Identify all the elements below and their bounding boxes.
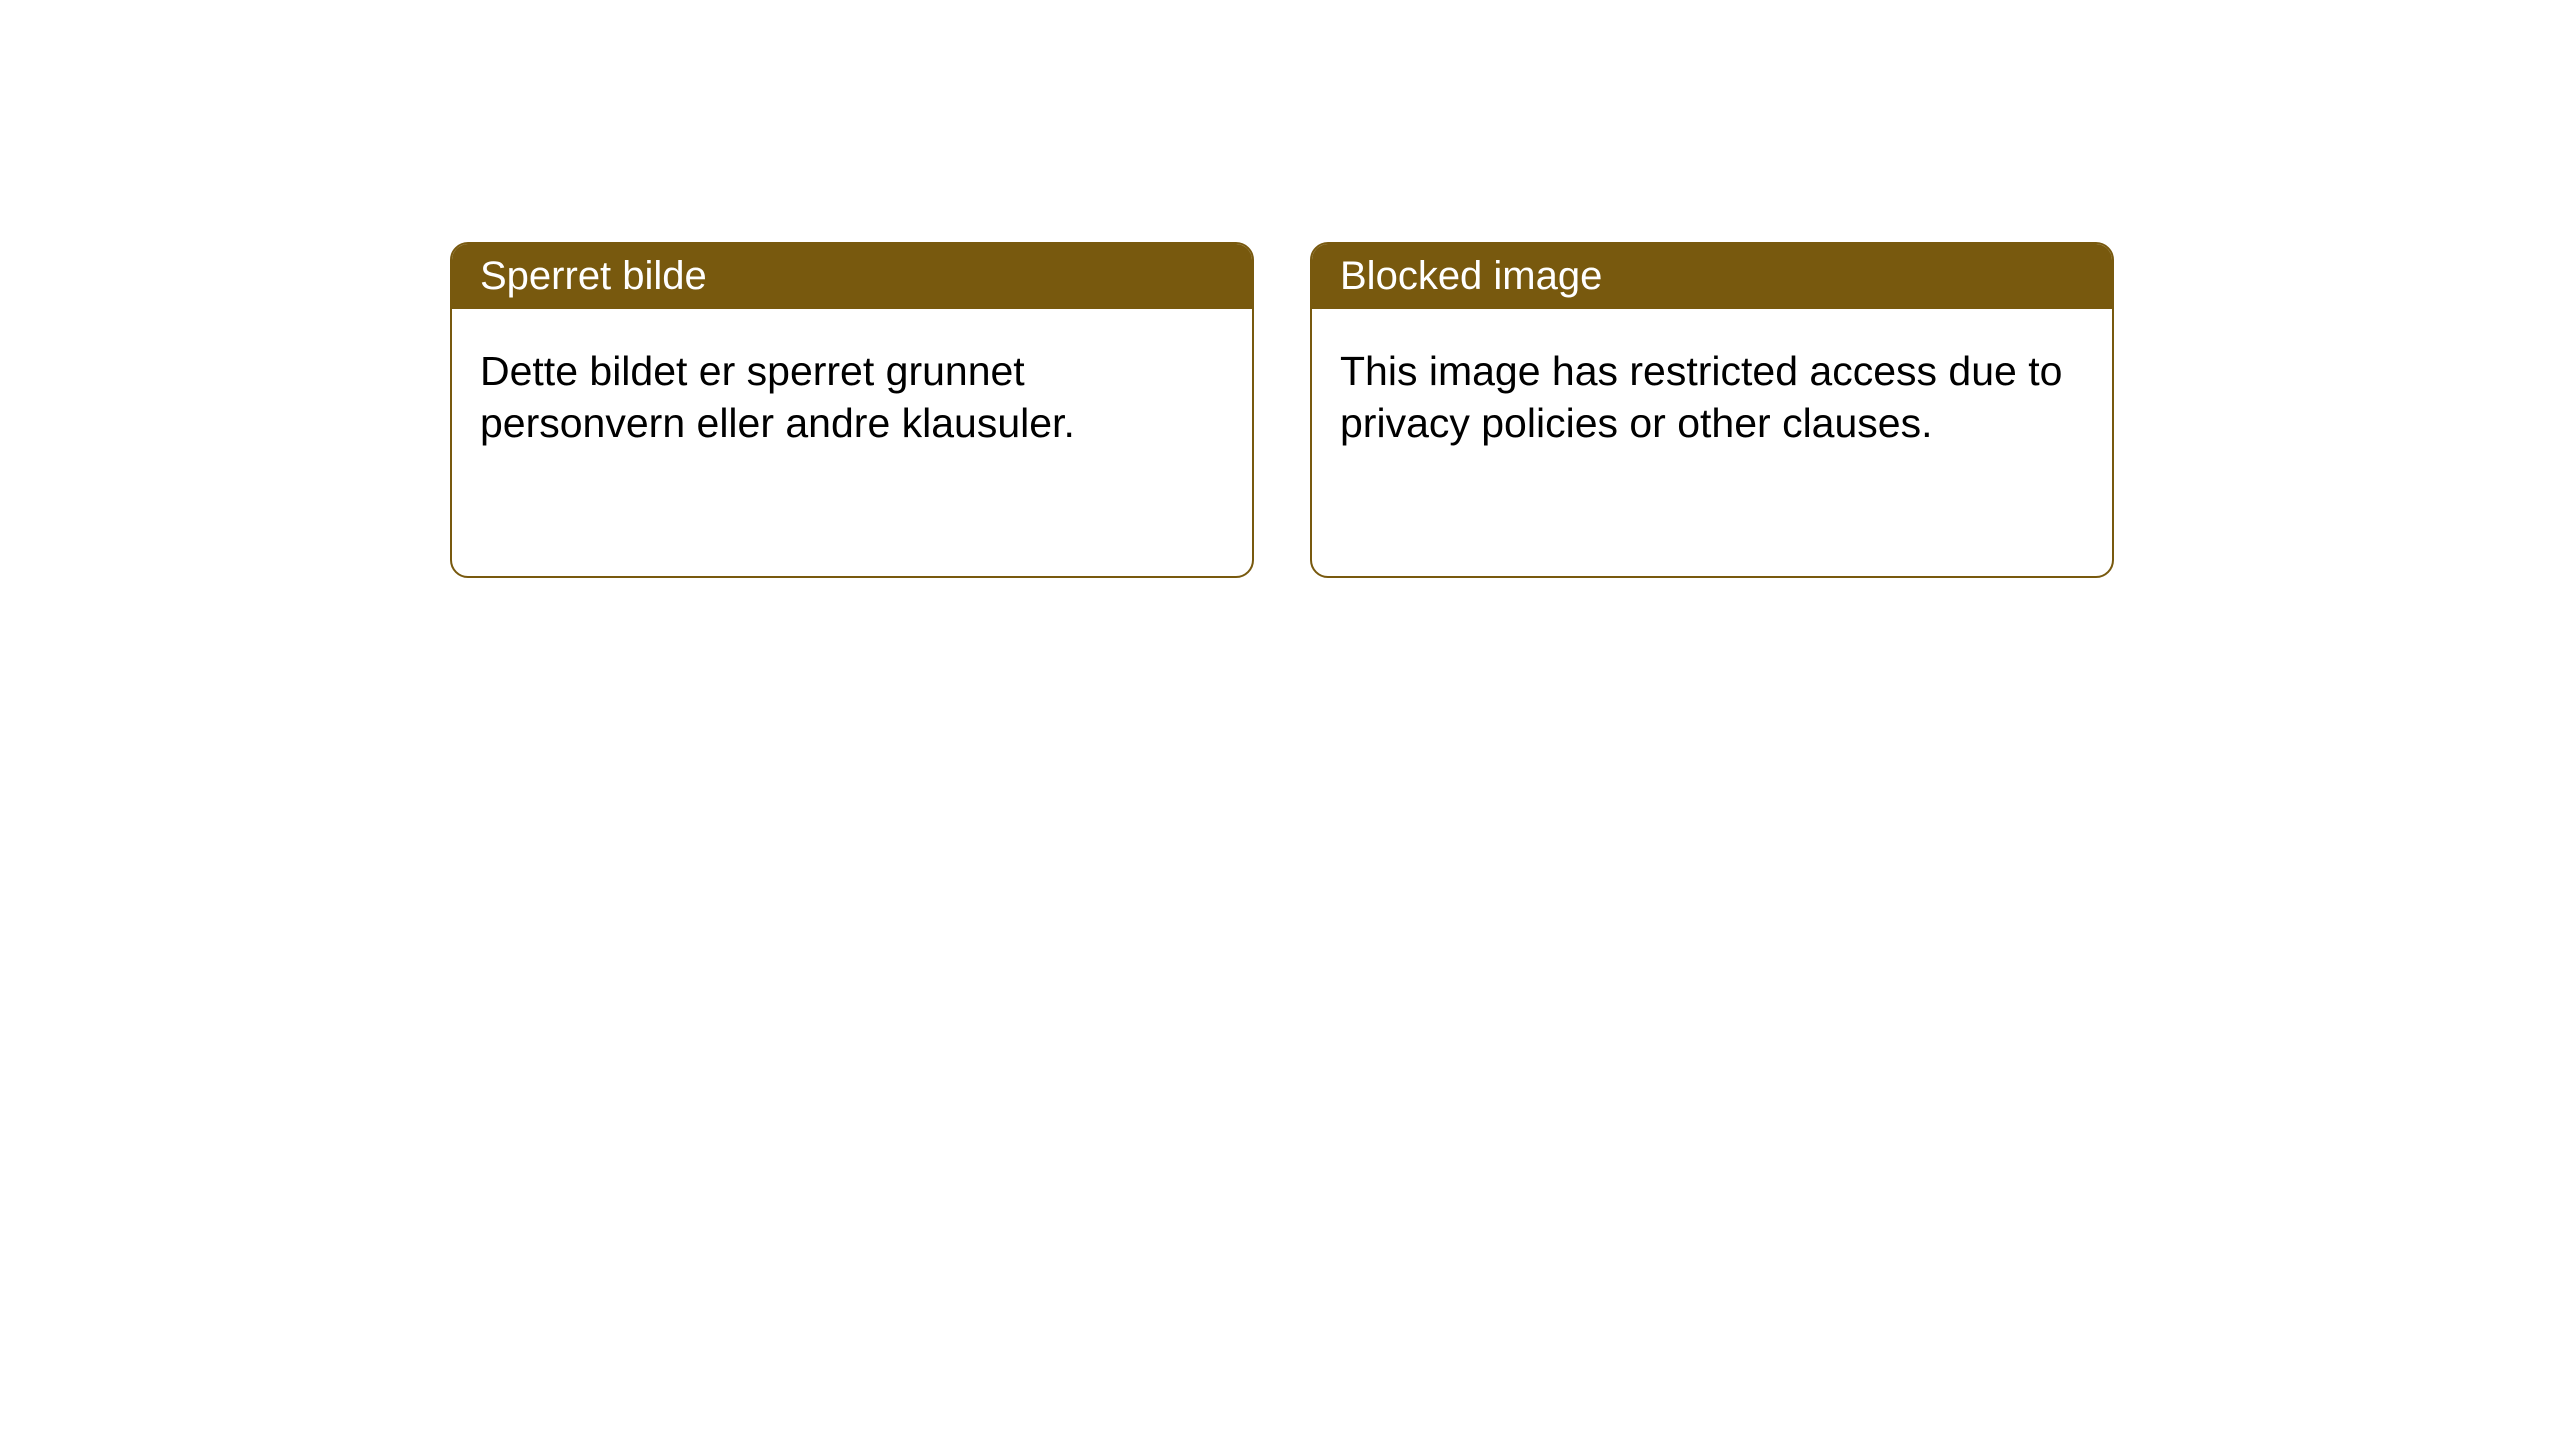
- card-header: Sperret bilde: [452, 244, 1252, 309]
- card-title: Sperret bilde: [480, 254, 707, 298]
- notice-container: Sperret bilde Dette bildet er sperret gr…: [0, 0, 2560, 578]
- card-header: Blocked image: [1312, 244, 2112, 309]
- notice-card-english: Blocked image This image has restricted …: [1310, 242, 2114, 578]
- card-message: Dette bildet er sperret grunnet personve…: [480, 348, 1075, 446]
- card-body: Dette bildet er sperret grunnet personve…: [452, 309, 1252, 486]
- card-body: This image has restricted access due to …: [1312, 309, 2112, 486]
- notice-card-norwegian: Sperret bilde Dette bildet er sperret gr…: [450, 242, 1254, 578]
- card-message: This image has restricted access due to …: [1340, 348, 2062, 446]
- card-title: Blocked image: [1340, 254, 1602, 298]
